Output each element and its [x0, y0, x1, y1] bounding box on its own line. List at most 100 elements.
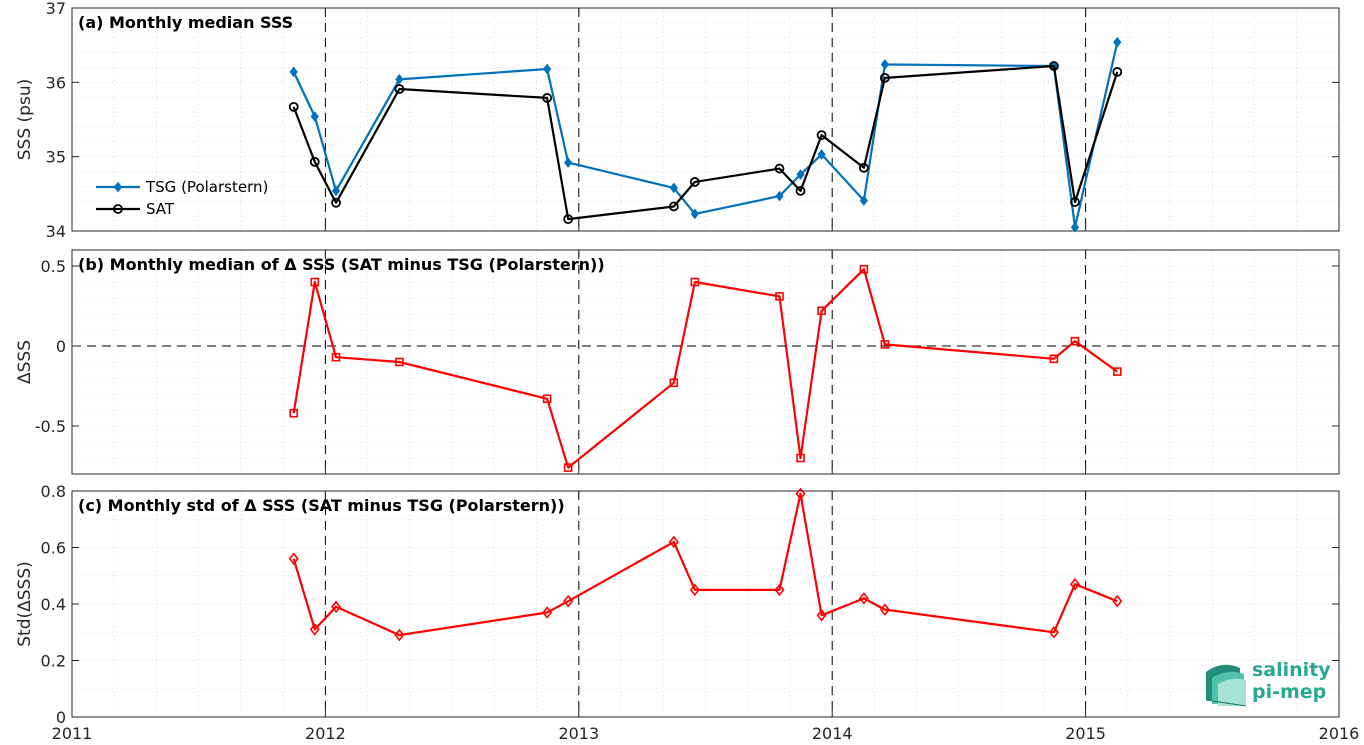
legend-0-label: TSG (Polarstern): [145, 178, 268, 196]
panel-c-series-0-point: [1112, 594, 1123, 608]
panel-b-series-0-point: [690, 277, 700, 287]
panel-a-series-1-point: [795, 185, 806, 196]
panel-a-axes-box: [71, 7, 1340, 232]
panel-a-ytick-label: 36: [46, 73, 66, 92]
x-tick-label: 2015: [1065, 724, 1106, 743]
panel-c-series-0-point: [309, 623, 320, 636]
panel-a-series-1-point: [1070, 197, 1080, 207]
x-tick-label: 2013: [558, 724, 599, 743]
panel-a-series-0-point: [289, 66, 298, 78]
panel-b-series-0-point: [542, 394, 552, 404]
panel-b-ytick-label: -0.5: [35, 417, 66, 436]
panel-a-series-0-point: [690, 208, 699, 220]
panel-c-ytick-label: 0.6: [41, 539, 66, 558]
x-tick-label: 2016: [1319, 724, 1360, 743]
panel-a-series-1-point: [668, 201, 679, 212]
panel-a-grid: [71, 7, 1340, 232]
panel-a-series-1-point: [880, 72, 890, 83]
panel-b-series-0-point: [1070, 336, 1080, 346]
legend-0-marker: [113, 181, 123, 193]
panel-c-grid: [71, 490, 1340, 718]
logo-waves-icon: [1205, 664, 1247, 707]
panel-a-series-1-point: [1049, 61, 1059, 71]
panel-a-series-1-point: [331, 197, 341, 208]
panel-b-series-0-point: [563, 463, 573, 472]
panel-c-series-0-point: [394, 628, 405, 642]
panel-a-sss: 34 35 36 37 SSS (psu) (a) Monthly median SSS T…: [15, 0, 1340, 241]
panel-c-series-0-point: [879, 603, 890, 616]
panel-c-series-0-line: [292, 492, 1118, 637]
panel-a-series-1-point: [394, 84, 405, 94]
panel-a-title: (a) Monthly median SSS: [78, 13, 293, 32]
panel-a-series-0-point: [796, 169, 805, 180]
panel-a-series-0-point: [880, 59, 890, 70]
panel-a-ytick-label: 37: [46, 0, 66, 18]
x-tick-label: 2014: [812, 724, 853, 743]
panel-a-series-0-point: [775, 190, 784, 202]
panel-a-series-1-point: [309, 156, 320, 167]
panel-b-delta-sss: -0.5 0 0.5 ΔSSS (b) Monthly median of Δ SSS …: [15, 249, 1340, 475]
panel-c-series-0-point: [1048, 625, 1059, 639]
panel-a-series-1-point: [542, 93, 553, 103]
panel-c-series-0-point: [816, 609, 827, 622]
panel-c-series-0-point: [542, 606, 553, 619]
panel-b-series-0-point: [817, 306, 826, 316]
x-tick-label: 2012: [305, 724, 346, 743]
panel-c-series-0-point: [689, 583, 700, 597]
panel-c-series-0-point: [1069, 577, 1080, 591]
panel-b-series-0-point: [395, 357, 404, 367]
panel-b-series-0-point: [796, 453, 805, 463]
panel-a-series-0-point: [859, 195, 869, 206]
panel-b-series-0-point: [775, 292, 784, 301]
panel-b-series-0-point: [1049, 354, 1059, 364]
panel-a-series-0-point: [669, 182, 678, 194]
panel-b-series-0-point: [310, 277, 320, 287]
panel-b-series-0-point: [669, 378, 679, 388]
panel-a-series-0-point: [564, 157, 573, 168]
panel-a-series-0-point: [817, 149, 826, 160]
panel-b-axes-box: [71, 249, 1340, 475]
panel-b-series-0-point: [880, 340, 890, 349]
legend-1-marker: [113, 204, 123, 214]
panel-a-series-1-point: [563, 214, 574, 225]
panel-c-std-delta-sss: 2011 2012 2013 2014 2015 2016 0 0.2 0.4 0.6 0.8 Std…: [15, 482, 1359, 743]
logo-line1: salinity: [1252, 659, 1331, 681]
panel-c-series-0-point: [563, 594, 574, 608]
panel-c-series-0-point: [668, 535, 679, 549]
panel-b-series-0-point: [289, 408, 299, 418]
legend-1-label: SAT: [146, 200, 175, 218]
panel-a-series-1-line: [292, 64, 1119, 221]
panel-a-series-0-point: [542, 63, 552, 75]
panel-c-ytick-label: 0: [56, 708, 66, 727]
panel-b-ytick-label: 0: [56, 337, 66, 356]
panel-a-ytick-label: 35: [46, 148, 66, 167]
panel-b-ylabel: ΔSSS: [15, 340, 35, 384]
panel-a-series-0-point: [310, 111, 319, 122]
legend: TSG (Polarstern) SAT: [96, 178, 268, 218]
panel-b-ytick-label: 0.5: [41, 257, 66, 276]
panel-a-series-1-point: [774, 163, 785, 174]
logo-line2: pi-mep: [1252, 681, 1326, 703]
panel-c-series-0-point: [858, 592, 869, 605]
panel-a-series-1-point: [816, 130, 827, 141]
panel-c-series-0-point: [774, 583, 785, 597]
panel-a-series-0-point: [395, 74, 404, 85]
panel-a-series-0-line: [292, 41, 1119, 229]
panel-b-series-0-point: [859, 264, 869, 274]
salinity-pi-mep-logo: salinity pi-mep: [1205, 659, 1331, 707]
panel-c-series-0-point: [795, 487, 806, 501]
panel-c-ylabel: Std(ΔSSS): [15, 561, 35, 647]
panel-b-series-0-line: [292, 268, 1118, 469]
panel-a-series-0-point: [331, 185, 341, 197]
panel-a-series-1-point: [288, 101, 299, 112]
panel-c-ytick-label: 0.4: [41, 595, 66, 614]
panel-b-series-0-point: [1112, 367, 1122, 376]
panel-a-series-0-point: [1070, 221, 1080, 233]
panel-c-series-0-point: [288, 552, 299, 566]
x-tick-label: 2011: [52, 724, 93, 743]
panel-c-title: (c) Monthly std of Δ SSS (SAT minus TSG …: [78, 496, 565, 515]
panel-a-series-1-point: [1112, 67, 1123, 77]
panel-c-ytick-label: 0.8: [41, 482, 66, 501]
panel-a-series-1-point: [858, 162, 869, 173]
